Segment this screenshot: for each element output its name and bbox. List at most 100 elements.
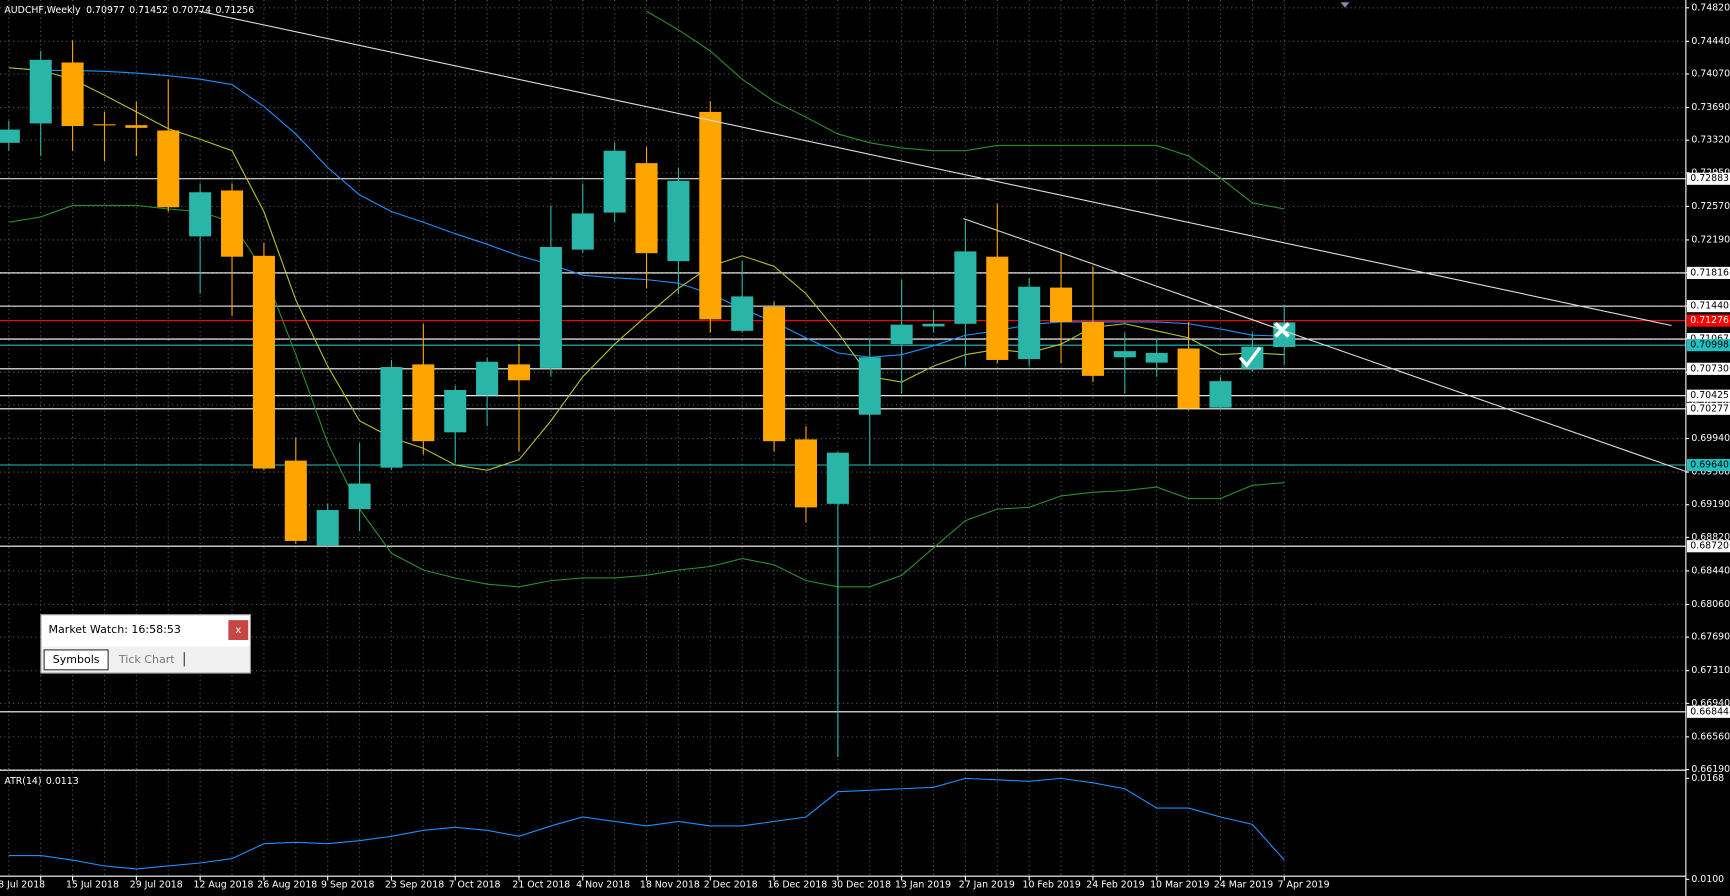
candle-body xyxy=(826,452,849,504)
y-tick-label: 0.74070 xyxy=(1691,68,1730,79)
y-tick-label: 0.66560 xyxy=(1691,731,1730,742)
x-tick-label: 23 Sep 2018 xyxy=(385,879,444,890)
price-label: 0.68720 xyxy=(1690,541,1729,552)
price-label-box xyxy=(1686,540,1730,553)
y-tick-label: 0.66190 xyxy=(1691,764,1730,775)
ohlc-high: 0.71452 xyxy=(129,4,168,15)
x-tick-label: 26 Aug 2018 xyxy=(257,879,317,890)
price-label: 0.70425 xyxy=(1690,390,1729,401)
window-titlebar xyxy=(41,615,250,647)
tab-label[interactable]: Symbols xyxy=(53,653,100,666)
check-marker xyxy=(1238,346,1262,368)
price-label-box xyxy=(1686,389,1730,402)
x-tick-label: 9 Sep 2018 xyxy=(321,879,374,890)
candle-body xyxy=(571,213,594,250)
price-label-box xyxy=(1686,705,1730,718)
x-tick-label: 4 Nov 2018 xyxy=(576,879,630,890)
y-tick-label: 0.68820 xyxy=(1691,532,1730,543)
candle-body xyxy=(476,361,499,396)
x-tick-label: 30 Dec 2018 xyxy=(831,879,891,890)
candle-body xyxy=(667,180,690,262)
close-marker xyxy=(1274,321,1291,338)
x-tick-label: 16 Dec 2018 xyxy=(767,879,827,890)
y-tick-label: 0.68440 xyxy=(1691,565,1730,576)
y-tick-label: 0.73690 xyxy=(1691,102,1730,113)
x-tick-label: 13 Jan 2019 xyxy=(895,879,951,890)
x-tick-label: 24 Feb 2019 xyxy=(1086,879,1144,890)
price-label: 0.70730 xyxy=(1690,363,1729,374)
candle-body xyxy=(794,439,818,508)
price-label: 0.71276 xyxy=(1690,315,1729,326)
ohlc-close: 0.71256 xyxy=(216,4,255,15)
candle-body xyxy=(0,129,20,143)
atr-tick-label: 0.0168 xyxy=(1691,773,1724,784)
x-tick-label: 8 Jul 2018 xyxy=(0,879,45,890)
x-tick-label: 21 Oct 2018 xyxy=(512,879,570,890)
candle-body xyxy=(922,323,945,327)
price-label: 0.70277 xyxy=(1690,403,1729,414)
candle-body xyxy=(1050,287,1073,323)
candle-body xyxy=(1177,348,1200,409)
candle-body xyxy=(380,367,403,468)
chart-header: AUDCHF,Weekly 0.70977 0.71452 0.70774 0.7125… xyxy=(4,4,254,15)
candle-body xyxy=(1018,286,1041,360)
y-tick-label: 0.67310 xyxy=(1691,665,1730,676)
candle-body xyxy=(1209,381,1232,408)
x-tick-label: 10 Mar 2019 xyxy=(1150,879,1209,890)
price-label: 0.70998 xyxy=(1690,340,1729,351)
candle-body xyxy=(348,483,371,510)
candle-body xyxy=(603,150,626,213)
trend-line xyxy=(963,217,1689,473)
y-tick-label: 0.68060 xyxy=(1691,599,1730,610)
candle-body xyxy=(29,59,52,124)
y-tick-label: 0.72190 xyxy=(1691,234,1730,245)
candle-body xyxy=(858,357,881,415)
candle-body xyxy=(986,256,1009,360)
candle-body xyxy=(220,190,244,257)
tab-symbols[interactable] xyxy=(43,649,109,671)
plot xyxy=(0,10,1686,870)
y-tick-label: 0.67690 xyxy=(1691,632,1730,643)
symbol-title: AUDCHF,Weekly xyxy=(4,4,81,15)
atr-line xyxy=(8,777,1285,870)
x-tick-label: 7 Apr 2019 xyxy=(1278,879,1330,890)
price-label-box xyxy=(1686,266,1730,280)
x-tick-label: 12 Aug 2018 xyxy=(194,879,254,890)
candle-body xyxy=(699,111,722,320)
price-label-box xyxy=(1686,402,1730,415)
candle-body xyxy=(539,246,562,368)
candle-body xyxy=(412,364,435,442)
price-label: 0.72883 xyxy=(1690,173,1729,184)
candle-body xyxy=(763,307,786,442)
candle-body xyxy=(157,130,180,208)
window-title: Market Watch: 16:58:53 xyxy=(49,623,181,636)
close-label[interactable]: x xyxy=(235,625,241,636)
price-label: 0.71067 xyxy=(1690,334,1729,345)
x-tick-label: 18 Nov 2018 xyxy=(640,879,700,890)
indicator-line xyxy=(8,67,1285,471)
price-label-box xyxy=(1686,300,1730,313)
atr-label: ATR(14) xyxy=(4,776,41,787)
candle-body xyxy=(252,255,275,469)
candle-body xyxy=(93,124,116,126)
candle-body xyxy=(890,324,913,345)
y-tick-label: 0.74820 xyxy=(1691,2,1730,13)
price-label-box xyxy=(1686,172,1730,185)
candle-body xyxy=(284,460,307,541)
candle-body xyxy=(507,364,531,381)
atr-value: 0.0113 xyxy=(46,776,79,787)
close-button[interactable] xyxy=(228,620,249,640)
candle-body xyxy=(731,296,754,331)
price-label: 0.71440 xyxy=(1690,301,1729,312)
y-tick-label: 0.69560 xyxy=(1691,467,1730,478)
price-label: 0.66844 xyxy=(1690,706,1729,717)
candle-body xyxy=(1145,352,1168,363)
y-tick-label: 0.72570 xyxy=(1691,201,1730,212)
price-label-box xyxy=(1686,362,1730,375)
x-tick-label: 24 Mar 2019 xyxy=(1214,879,1273,890)
y-tick-label: 0.73320 xyxy=(1691,135,1730,146)
x-tick-label: 29 Jul 2018 xyxy=(130,879,183,890)
atr-tick-label: 0.0100 xyxy=(1691,874,1724,885)
x-tick-label: 10 Feb 2019 xyxy=(1023,879,1081,890)
tab-label[interactable]: Tick Chart xyxy=(118,653,175,666)
